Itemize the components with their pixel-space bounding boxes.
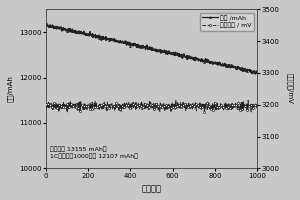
容量 /mAh bbox=[254, 73, 257, 75]
X-axis label: 循环次数: 循环次数 bbox=[141, 184, 161, 193]
容量 /mAh bbox=[44, 23, 48, 26]
容量 /mAh bbox=[45, 23, 48, 25]
容量 /mAh bbox=[130, 43, 133, 45]
中值电压 / mV bbox=[189, 105, 193, 107]
中值电压 / mV bbox=[44, 102, 48, 105]
容量 /mAh bbox=[66, 30, 70, 32]
容量 /mAh bbox=[137, 45, 141, 47]
中值电压 / mV bbox=[209, 108, 212, 110]
容量 /mAh bbox=[189, 57, 193, 59]
中值电压 / mV bbox=[130, 103, 133, 106]
中值电压 / mV bbox=[66, 101, 69, 104]
中值电压 / mV bbox=[255, 107, 259, 109]
Line: 中值电压 / mV: 中值电压 / mV bbox=[45, 99, 258, 113]
Legend: 容量 /mAh, 中值电压 / mV: 容量 /mAh, 中值电压 / mV bbox=[200, 13, 254, 31]
容量 /mAh bbox=[255, 71, 259, 73]
中值电压 / mV bbox=[213, 103, 216, 106]
容量 /mAh bbox=[209, 61, 212, 63]
Line: 容量 /mAh: 容量 /mAh bbox=[45, 22, 258, 76]
Text: 首次容量 13155 mAh；
1C充放循环1000周后 12107 mAh；: 首次容量 13155 mAh； 1C充放循环1000周后 12107 mAh； bbox=[50, 146, 138, 159]
中值电压 / mV bbox=[174, 99, 178, 101]
中值电压 / mV bbox=[249, 111, 253, 113]
Y-axis label: 中值电压/mV: 中值电压/mV bbox=[286, 73, 293, 104]
Y-axis label: 容量/mAh: 容量/mAh bbox=[7, 75, 14, 102]
中值电压 / mV bbox=[137, 104, 141, 106]
容量 /mAh bbox=[213, 62, 216, 64]
